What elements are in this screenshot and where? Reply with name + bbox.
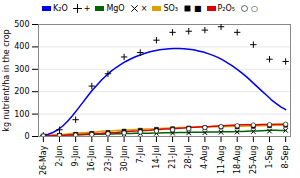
svg-text:200: 200 (14, 87, 29, 96)
html-text:MgO: MgO (106, 3, 125, 13)
svg-text:23-Jun: 23-Jun (104, 146, 113, 172)
svg-text:kg nutrient/ha in the crop: kg nutrient/ha in the crop (2, 29, 11, 131)
svg-text:0: 0 (24, 132, 29, 141)
svg-text:500: 500 (14, 20, 29, 29)
svg-text:21-Jul: 21-Jul (168, 146, 177, 169)
svg-text:18-Aug: 18-Aug (233, 146, 242, 175)
svg-text:14-Jul: 14-Jul (152, 146, 161, 169)
svg-text:7-Jul: 7-Jul (136, 146, 145, 164)
svg-text:1-Sep: 1-Sep (265, 146, 274, 169)
html-text:P₂O₅: P₂O₅ (217, 3, 236, 13)
svg-text:400: 400 (14, 42, 29, 51)
svg-text:9-Jun: 9-Jun (71, 146, 80, 167)
html-text:K₂O: K₂O (52, 3, 68, 13)
svg-text:16-Jun: 16-Jun (87, 146, 96, 172)
svg-text:30-Jun: 30-Jun (120, 146, 129, 172)
svg-text:25-Aug: 25-Aug (249, 146, 258, 175)
svg-text:8-Sep: 8-Sep (281, 146, 290, 169)
html-text:SO₃: SO₃ (163, 3, 178, 13)
svg-text:26-May: 26-May (39, 145, 48, 175)
svg-text:2-Jun: 2-Jun (55, 146, 64, 167)
svg-text:300: 300 (14, 65, 29, 74)
svg-text:100: 100 (14, 110, 29, 119)
svg-text:4-Aug: 4-Aug (200, 146, 209, 169)
svg-text:11-Aug: 11-Aug (217, 146, 226, 175)
svg-text:28-Jul: 28-Jul (184, 146, 193, 169)
